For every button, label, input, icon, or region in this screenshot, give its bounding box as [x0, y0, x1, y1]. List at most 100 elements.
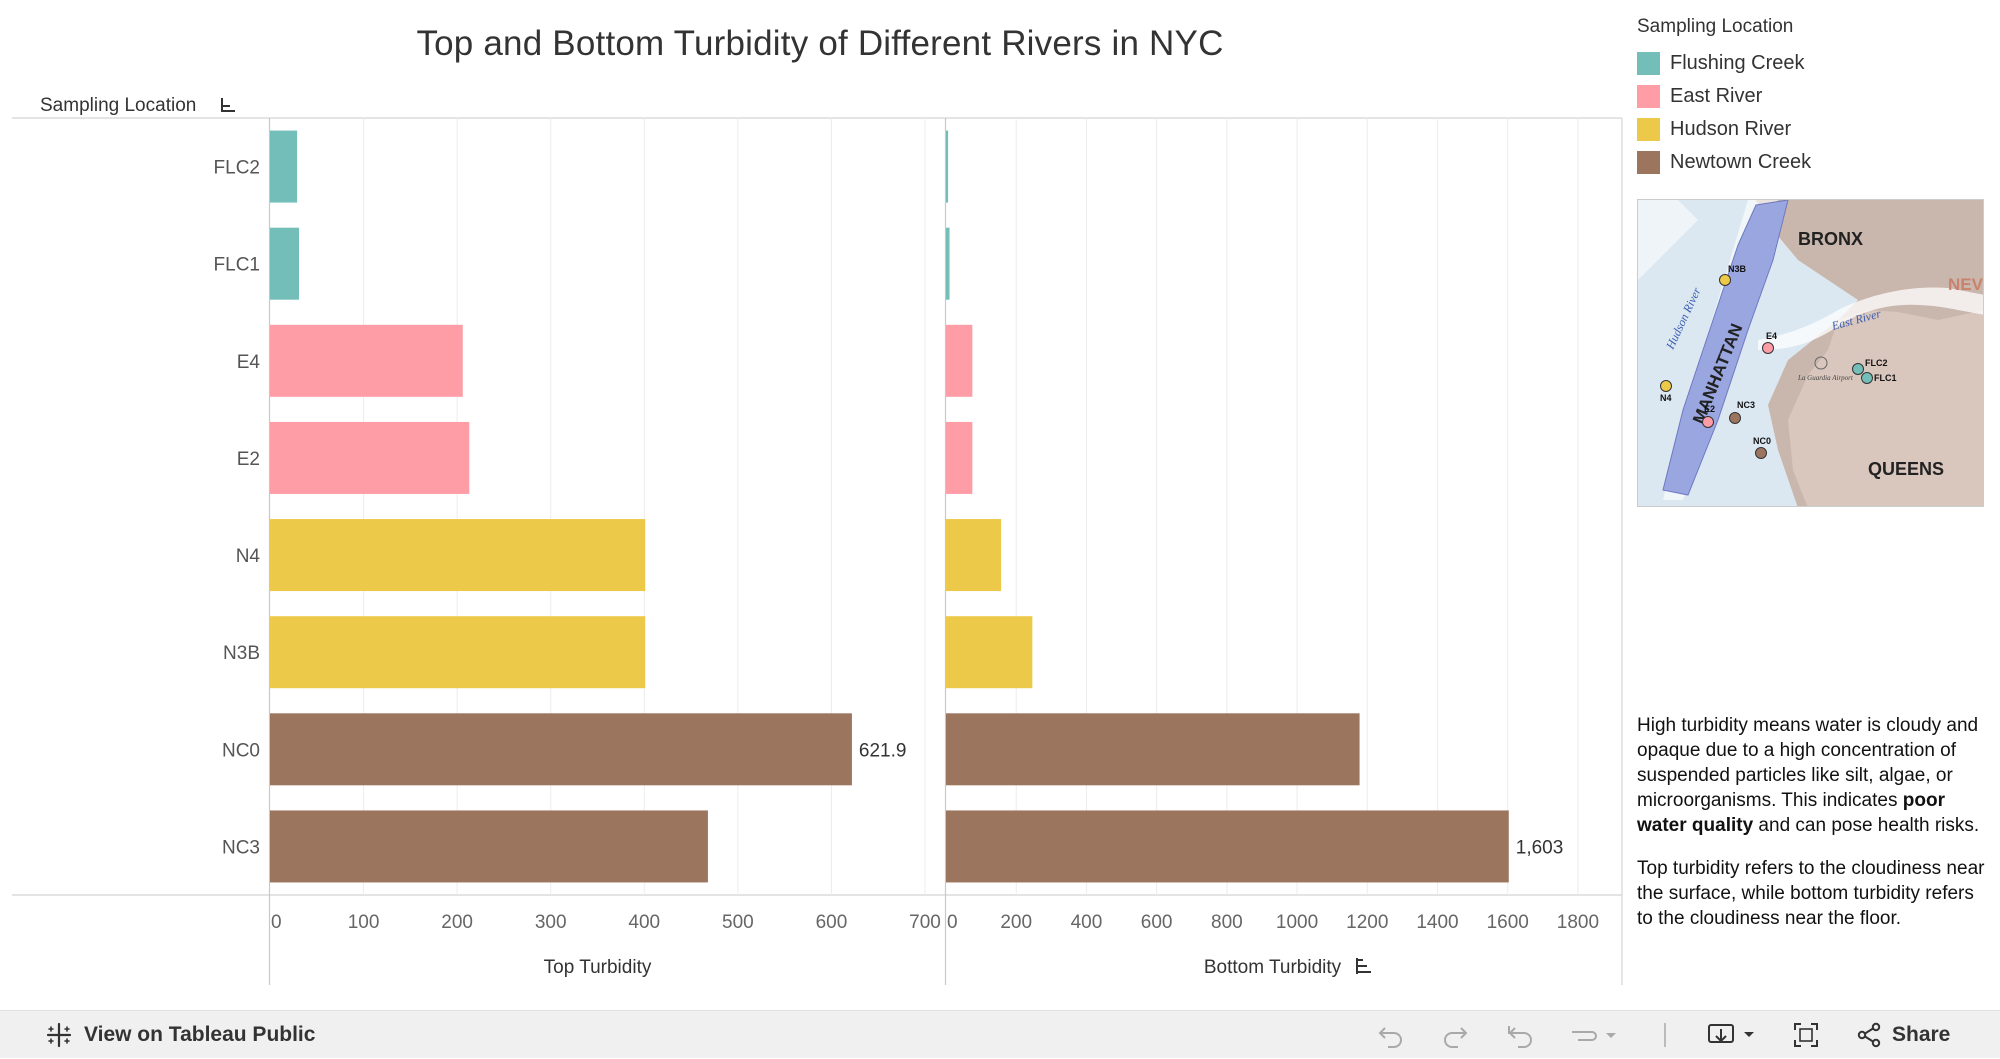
bar-top-E4: [270, 324, 463, 397]
map-marker-label: N4: [1660, 393, 1672, 403]
legend-title: Sampling Location: [1637, 16, 1794, 37]
map-marker-flc1: [1861, 372, 1873, 384]
undo-icon: [1376, 1022, 1406, 1048]
view-on-tableau-public-button[interactable]: View on Tableau Public: [46, 1011, 315, 1059]
x-tick-label: 800: [1211, 912, 1243, 933]
map-label-queens: QUEENS: [1868, 459, 1944, 479]
bar-bottom-NC0: [946, 713, 1360, 786]
data-label: 1,603: [1516, 837, 1564, 858]
undo-button[interactable]: [1376, 1011, 1406, 1059]
description-paragraph-2: Top turbidity refers to the cloudiness n…: [1637, 858, 1985, 929]
airport-icon: [1814, 356, 1828, 370]
revert-button[interactable]: [1506, 1011, 1536, 1059]
description-text-end: and can pose health risks.: [1753, 815, 1980, 836]
legend-label: Flushing Creek: [1670, 52, 1805, 74]
legend-item-east-river[interactable]: East River: [1637, 80, 1977, 113]
row-header-label: Sampling Location: [40, 95, 196, 116]
bar-top-N4: [270, 519, 646, 592]
legend: Sampling Location Flushing Creek East Riv…: [1637, 16, 1977, 179]
map-marker-label: FLC2: [1865, 358, 1888, 368]
map-marker-nc0: [1755, 447, 1767, 459]
pause-updates-button[interactable]: [1568, 1011, 1620, 1059]
map-label-new: NEV: [1948, 275, 1984, 294]
description-text: High turbidity means water is cloudy and…: [1637, 715, 1979, 811]
x-tick-label: 500: [722, 912, 754, 933]
bar-top-E2: [270, 421, 470, 494]
x-tick-label: 1000: [1276, 912, 1318, 933]
x-tick-label: 200: [1000, 912, 1032, 933]
x-tick-label: 200: [441, 912, 473, 933]
map-marker-label: N3B: [1728, 264, 1747, 274]
legend-swatch: [1637, 52, 1660, 75]
category-label: NC3: [222, 837, 260, 858]
category-label: FLC1: [214, 255, 260, 276]
category-label: E4: [237, 352, 261, 373]
description: High turbidity means water is cloudy and…: [1637, 713, 1987, 949]
fullscreen-icon: [1792, 1021, 1820, 1049]
legend-swatch: [1637, 151, 1660, 174]
map-marker-label: NC3: [1737, 400, 1755, 410]
legend-label: Hudson River: [1670, 118, 1792, 140]
share-button[interactable]: Share: [1856, 1011, 1950, 1059]
bar-bottom-N3B: [946, 616, 1033, 689]
x-tick-label: 700: [909, 912, 941, 933]
location-map: BRONX QUEENS NEV MANHATTAN East River Hu…: [1637, 199, 1984, 507]
bar-top-NC3: [270, 810, 708, 883]
visualization: Top and Bottom Turbidity of Different Ri…: [12, 16, 1987, 985]
toolbar-divider: [1664, 1011, 1666, 1059]
map-marker-e4: [1762, 342, 1774, 354]
map-marker-label: E2: [1704, 404, 1715, 414]
map-label-airport: La Guardia Airport: [1797, 374, 1854, 382]
revert-icon: [1506, 1022, 1536, 1048]
map-marker-label: FLC1: [1874, 373, 1897, 383]
bar-chart: Sampling Location FLC2 FLC1 E4 E2 N4 N3B NC0 NC3…: [12, 95, 1623, 985]
x-tick-label: 300: [535, 912, 567, 933]
bar-bottom-E4: [946, 324, 973, 397]
tableau-toolbar: View on Tableau Public: [0, 1010, 2000, 1058]
fullscreen-button[interactable]: [1792, 1011, 1820, 1059]
queens-land: [1788, 310, 1983, 506]
legend-swatch: [1637, 118, 1660, 141]
map-marker-nc3: [1729, 412, 1741, 424]
data-label: 621.9: [859, 740, 907, 761]
x-tick-label: 400: [1071, 912, 1103, 933]
x-tick-label: 400: [628, 912, 660, 933]
redo-button[interactable]: [1440, 1011, 1470, 1059]
legend-swatch: [1637, 85, 1660, 108]
map-markers: N3B E4 N4 FLC2 FLC1 E2 NC3 NC0: [1660, 264, 1897, 459]
manhattan-land: [1662, 200, 1789, 496]
map-marker-n3b: [1719, 274, 1731, 286]
map-label-bronx: BRONX: [1798, 229, 1863, 249]
x-tick-label: 1400: [1416, 912, 1458, 933]
x-tick-label: 600: [816, 912, 848, 933]
bar-bottom-E2: [946, 421, 973, 494]
category-label: NC0: [222, 740, 260, 761]
legend-item-hudson-river[interactable]: Hudson River: [1637, 113, 1977, 146]
bar-bottom-FLC1: [946, 227, 950, 300]
x-axis-title-top: Top Turbidity: [544, 957, 652, 978]
x-tick-label: 1200: [1346, 912, 1388, 933]
east-river-water: [1758, 287, 1983, 350]
share-label: Share: [1892, 1023, 1951, 1046]
legend-item-flushing-creek[interactable]: Flushing Creek: [1637, 47, 1977, 80]
download-icon: [1706, 1021, 1758, 1049]
category-label: FLC2: [214, 158, 260, 179]
share-icon: [1856, 1022, 1882, 1048]
pause-icon: [1568, 1022, 1620, 1048]
map-marker-e2: [1702, 416, 1714, 428]
bar-top-FLC1: [270, 227, 300, 300]
download-button[interactable]: [1706, 1011, 1758, 1059]
bar-top-NC0: [270, 713, 852, 786]
category-label: N4: [236, 546, 261, 567]
map-marker-n4: [1660, 380, 1672, 392]
map-marker-label: NC0: [1753, 436, 1771, 446]
x-tick-label: 100: [348, 912, 380, 933]
x-tick-label: 600: [1141, 912, 1173, 933]
map-marker-flc2: [1852, 363, 1864, 375]
category-label: E2: [237, 449, 260, 470]
legend-item-newtown-creek[interactable]: Newtown Creek: [1637, 146, 1977, 179]
x-axis-title-bottom: Bottom Turbidity: [1204, 957, 1342, 978]
bar-bottom-NC3: [946, 810, 1509, 883]
legend-label: East River: [1670, 85, 1763, 107]
map-marker-label: E4: [1766, 331, 1777, 341]
